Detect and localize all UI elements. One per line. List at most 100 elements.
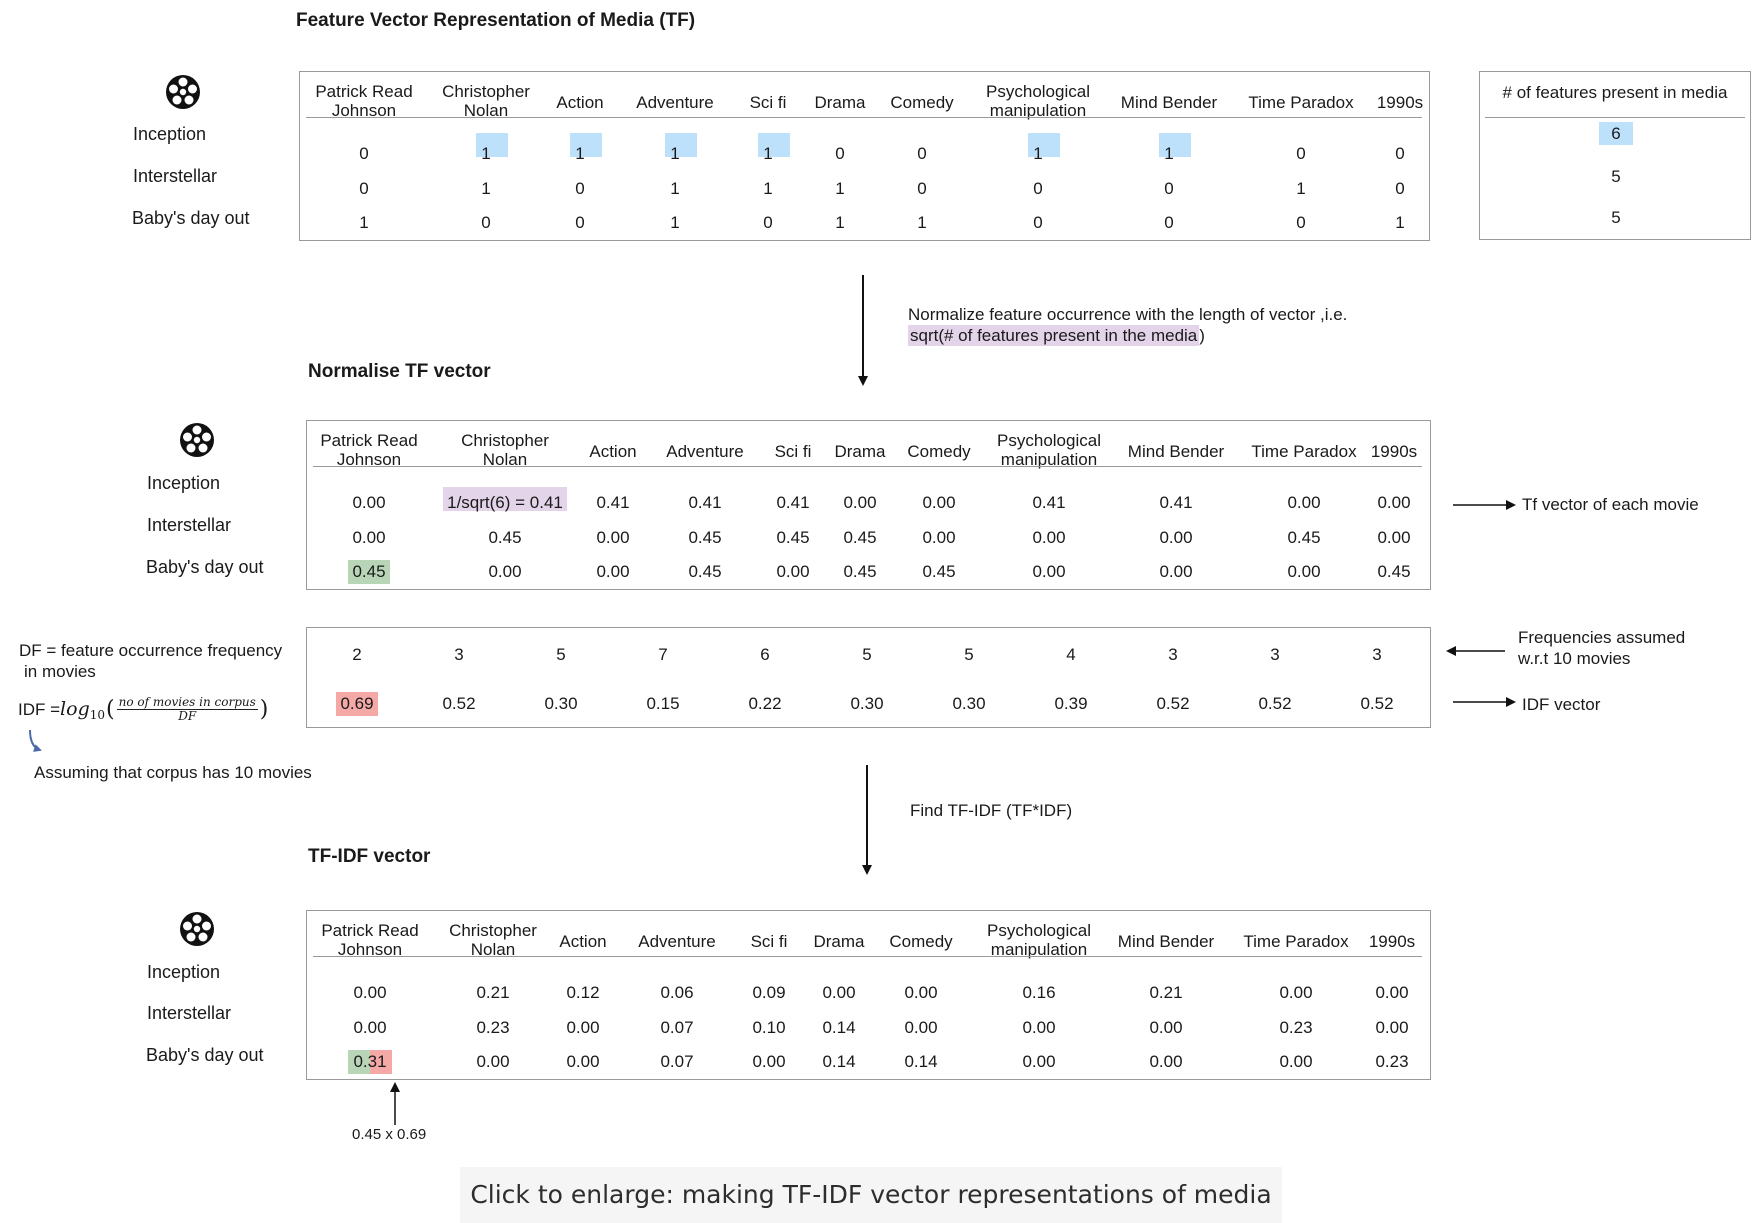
column-header: 1990s [1369,932,1415,951]
table-cell: 0.00 [596,562,630,581]
column-header-line: Mind Bender [1127,442,1225,461]
column-header-line: Drama [813,932,865,951]
table-cell: 0.45 [776,528,810,547]
table-cell: 0 [1395,179,1405,198]
table-cell: 0.23 [1279,1018,1313,1037]
table-cell: 0.41 [1159,493,1193,512]
corpus-note: Assuming that corpus has 10 movies [34,763,312,782]
highlight [348,560,390,584]
highlight [476,133,508,157]
table-cell: 0.00 [922,528,956,547]
column-header: Mind Bender [1128,442,1224,461]
table-cell: 0.00 [1022,1018,1056,1037]
table-cell: 0 [359,179,369,198]
column-header: Sci fi [751,932,788,951]
highlight [443,487,567,511]
table-cell: 0.06 [660,983,694,1002]
column-header: 1990s [1377,93,1423,112]
column-header-line: Sci fi [750,932,788,951]
divider [1485,117,1745,118]
column-header: Time Paradox [1251,442,1356,461]
table-cell: 1 [1296,179,1306,198]
table-cell: 0.45 [922,562,956,581]
df-cell: 4 [1066,645,1076,664]
df-cell: 3 [1168,645,1178,664]
column-header-line: Christopher [449,921,537,940]
table-cell: 0.45 [843,528,877,547]
idf-formula-prefix: IDF = [18,700,61,719]
df-note-line1: Frequencies assumed [1518,628,1686,647]
column-header-line: Nolan [470,940,516,959]
column-header-line: Comedy [890,93,954,112]
table-cell: 0.00 [1279,983,1313,1002]
column-header-line: manipulation [1000,450,1098,469]
table-cell: 0.21 [476,983,510,1002]
column-header: Sci fi [775,442,812,461]
idf-cell: 0.52 [442,694,476,713]
movie-label: Interstellar [147,515,232,535]
table-cell: 1 [835,179,845,198]
df-cell: 3 [454,645,464,664]
table-cell: 0.23 [476,1018,510,1037]
normalize-note-line2: sqrt(# of features present in the media) [908,325,1205,346]
idf-cell: 0.52 [1258,694,1292,713]
column-header: Psychological manipulation [987,921,1091,959]
table-cell: 0.00 [566,1052,600,1071]
table-cell: 1 [670,213,680,232]
movie-label: Baby's day out [146,557,264,577]
table-cell: 0.00 [822,983,856,1002]
normalize-note-tail: ) [1199,326,1205,345]
normalize-note-line1: Normalize feature occurrence with the le… [908,305,1348,324]
column-header-line: Action [556,93,604,112]
table-cell: 1 [917,213,927,232]
table-cell: 1 [763,144,773,163]
column-header: Drama [834,442,885,461]
column-header: Christopher Nolan [449,921,537,959]
table-cell: 0.41 [1032,493,1066,512]
table-cell: 1/sqrt(6) = 0.41 [447,493,563,512]
header-divider [313,956,1422,957]
df-cell: 2 [352,645,362,664]
table-cell: 0.00 [1149,1052,1183,1071]
feature-count-value: 6 [1611,124,1621,143]
table-cell: 0.14 [904,1052,938,1071]
column-header: Patrick Read Johnson [320,431,417,469]
column-header-line: Johnson [336,450,402,469]
idf-formula-denominator: DF [178,709,197,723]
normalize-note-highlight: sqrt(# of features present in the media [908,325,1200,346]
movie-label: Interstellar [147,1003,232,1023]
column-header: Mind Bender [1121,93,1217,112]
column-header: Comedy [889,932,952,951]
column-header-line: Psychological [986,82,1090,101]
table-cell: 1 [1164,144,1174,163]
feature-count-value: 5 [1611,167,1621,186]
table-cell: 1 [670,144,680,163]
column-header-line: Sci fi [749,93,787,112]
table-cell: 0.00 [1287,493,1321,512]
table-cell: 0.41 [776,493,810,512]
column-header: Christopher Nolan [442,82,530,120]
df-cell: 3 [1372,645,1382,664]
table-cell: 0.16 [1022,983,1056,1002]
table-cell: 0.00 [1279,1052,1313,1071]
column-header: Action [589,442,636,461]
tf-vector-label: Tf vector of each movie [1522,495,1699,514]
example-calculation: 0.45 x 0.69 [352,1126,427,1143]
highlight [1159,133,1191,157]
idf-cell: 0.30 [544,694,578,713]
column-header: Action [556,93,603,112]
movie-label: Inception [147,473,221,493]
normalised-tf-table: Patrick Read Johnson Christopher Nolan Actio… [306,420,1431,590]
table-cell: 0.00 [596,528,630,547]
table-cell: 0 [917,179,927,198]
idf-formula-log: log [60,698,90,720]
table-cell: 0 [835,144,845,163]
column-header-line: Psychological [987,921,1091,940]
column-header-line: Time Paradox [1251,442,1357,461]
feature-count-value: 5 [1611,208,1621,227]
movie-label: Inception [147,962,221,982]
table-cell: 0 [575,179,585,198]
table-cell: 0 [575,213,585,232]
find-tfidf-note: Find TF-IDF (TF*IDF) [910,801,1073,820]
film-reel-icon [179,422,215,463]
